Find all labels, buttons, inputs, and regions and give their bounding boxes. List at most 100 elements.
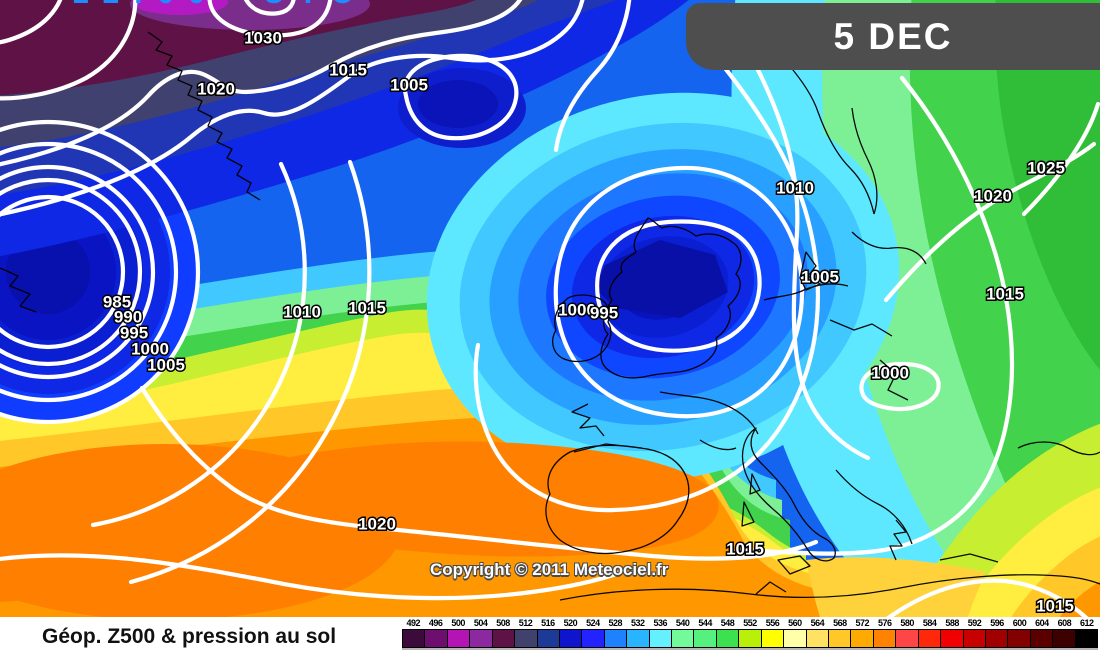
legend-tick: 552 [743,618,757,628]
legend-color-cell [1030,630,1054,647]
legend-color-cell [672,630,695,647]
pressure-label: 1015 [348,299,386,318]
color-scale-legend: 492 496 500 504 508 512 516 520 524 528 532 536 540 5… [402,618,1098,648]
geopotential-field [0,0,1100,617]
legend-color-cell [627,630,650,647]
weather-map: 1030 1020 1015 1005 985 990 995 1000 1005 1010 101… [0,0,1100,617]
pressure-label: 1015 [329,61,367,80]
legend-color-cell [918,630,942,647]
legend-tick: 536 [653,618,667,628]
pressure-label: 1015 [726,540,764,559]
pressure-label: 1020 [974,187,1012,206]
legend-tick: 532 [630,618,645,628]
legend-color-cell [1008,630,1031,647]
legend-tick: 612 [1080,618,1094,628]
legend-color-cell [851,630,874,647]
legend-colorbar [402,629,1098,648]
pressure-label: 1005 [390,76,428,95]
legend-tick: 568 [833,618,847,628]
legend-color-cell [604,630,628,647]
legend-color-cell [582,630,605,647]
legend-tick: 540 [675,618,690,628]
legend-tick: 544 [698,618,712,628]
legend-tick: 500 [451,618,465,628]
pressure-label: 1020 [197,80,235,99]
pressure-label: 1010 [776,179,814,198]
legend-tick: 600 [1012,618,1027,628]
pressure-label: 1000 [871,364,909,383]
legend-tick: 584 [922,618,937,628]
legend-color-cell [784,630,807,647]
legend-color-cell [896,630,919,647]
legend-color-cell [716,630,740,647]
legend-tick: 560 [788,618,802,628]
legend-tick: 516 [541,618,555,628]
legend-color-cell [470,630,493,647]
legend-tick: 492 [406,618,420,628]
legend-color-cell [985,630,1009,647]
legend-tick: 580 [900,618,914,628]
legend-color-cell [403,630,426,647]
legend-tick: 520 [563,618,578,628]
pressure-label: 995 [120,324,148,343]
legend-tick: 556 [765,618,780,628]
pressure-label: 1020 [358,515,396,534]
legend-color-cell [739,630,762,647]
legend-tick: 608 [1057,618,1072,628]
legend-color-cell [829,630,852,647]
legend-color-cell [761,630,785,647]
pressure-label: 1010 [283,303,321,322]
legend-band: Géop. Z500 & pression au sol 492 496 500 50… [0,617,1100,659]
isobar-lines [0,0,1100,617]
legend-tick: 512 [518,618,533,628]
pressure-label: 1015 [1036,597,1074,616]
legend-color-cell [515,630,538,647]
legend-color-cell [492,630,516,647]
legend-color-cell [447,630,471,647]
legend-title: Géop. Z500 & pression au sol [42,625,337,648]
pressure-label: 1030 [244,29,282,48]
pressure-label: 1015 [986,285,1024,304]
legend-color-cell [537,630,560,647]
legend-color-cell [649,630,673,647]
pressure-label: 985 [103,293,131,312]
legend-tick: 592 [967,618,982,628]
legend-tick: 596 [990,618,1004,628]
pressure-label: 995 [590,304,618,323]
pressure-label: 1005 [801,268,839,287]
legend-color-cell [941,630,964,647]
legend-color-cell [694,630,717,647]
legend-tick: 496 [428,618,443,628]
coastlines [0,31,1100,601]
legend-color-cell [559,630,583,647]
legend-tick: 564 [810,618,825,628]
legend-tick: 504 [473,618,488,628]
legend-ticks: 492 496 500 504 508 512 516 520 524 528 532 536 540 5… [402,618,1098,629]
legend-tick: 548 [720,618,735,628]
legend-tick: 572 [855,618,870,628]
legend-color-cell [806,630,830,647]
pressure-label: 1000 [558,301,596,320]
legend-tick: 524 [586,618,600,628]
date-badge: 5 DEC [686,3,1100,70]
legend-color-cell [1053,630,1076,647]
legend-tick: 604 [1035,618,1049,628]
run-time-partial-text: 12:00 UTC [72,0,367,11]
pressure-label: 1000 [131,340,169,359]
pressure-label: 1025 [1027,159,1065,178]
legend-tick: 528 [608,618,623,628]
pressure-label: 1005 [147,356,185,375]
legend-color-cell [1075,630,1098,647]
legend-tick: 508 [496,618,510,628]
legend-color-cell [425,630,448,647]
pressure-label: 990 [114,308,142,327]
legend-tick: 588 [945,618,959,628]
legend-tick: 576 [877,618,892,628]
copyright-text: Copyright © 2011 Meteociel.fr [430,560,669,579]
legend-color-cell [963,630,986,647]
date-badge-label: 5 DEC [833,15,953,57]
legend-color-cell [873,630,897,647]
